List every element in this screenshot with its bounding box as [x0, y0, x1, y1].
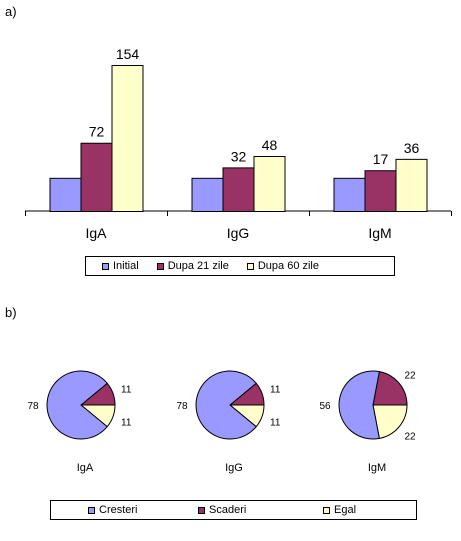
pie-iga-value-cresteri: 78 [27, 401, 39, 412]
pie-igm-value-scaderi: 22 [404, 370, 416, 381]
pie-igm-slice-scaderi [372, 371, 408, 406]
x-tick-label-iga: IgA [85, 225, 107, 241]
data-label-igm-dupa-60-zile: 36 [404, 140, 420, 156]
x-tick-label-igg: IgG [227, 225, 250, 241]
pie-label-igg: IgG [225, 462, 243, 474]
legend-swatch-dupa-21-zile [156, 262, 164, 270]
legend-label-dupa-21-zile: Dupa 21 zile [167, 260, 229, 272]
bar-iga-dupa-60-zile [111, 65, 144, 212]
pie-legend: Cresteri Scaderi Egal [50, 500, 417, 520]
pie-igm-value-cresteri: 56 [319, 401, 331, 412]
bar-igg-dupa-21-zile [222, 167, 255, 213]
pie-igg-value-cresteri: 78 [176, 401, 188, 412]
bar-igm-dupa-60-zile [395, 158, 428, 213]
bar-igg-dupa-60-zile [253, 156, 286, 212]
data-label-iga-dupa-21-zile: 72 [89, 124, 105, 140]
legend-swatch-egal [323, 506, 330, 514]
data-label-igg-dupa-21-zile: 32 [231, 148, 247, 164]
legend-label-initial: Initial [113, 260, 139, 272]
legend-item-egal: Egal [323, 504, 356, 516]
bar-iga-initial [49, 177, 82, 212]
legend-label-cresteri: Cresteri [99, 504, 138, 516]
bar-legend: Initial Dupa 21 zile Dupa 60 zile [85, 256, 395, 276]
pie-igg-value-scaderi: 11 [270, 385, 281, 396]
pie-iga-value-egal: 11 [121, 417, 132, 428]
legend-swatch-cresteri [88, 506, 95, 514]
pie-igm-slice-cresteri [338, 370, 380, 440]
bar-igm-initial [333, 177, 366, 212]
pie-label-igm: IgM [368, 462, 386, 474]
data-label-igg-dupa-60-zile: 48 [262, 137, 278, 153]
data-label-iga-dupa-60-zile: 154 [116, 46, 140, 62]
pie-label-iga: IgA [77, 462, 94, 474]
legend-label-egal: Egal [334, 504, 357, 516]
data-label-igm-dupa-21-zile: 17 [373, 151, 389, 167]
panel-label-b: b) [5, 305, 17, 320]
legend-swatch-initial [102, 262, 109, 270]
pie-igg-slice-cresteri [195, 370, 257, 440]
panel-label-a: a) [5, 4, 17, 19]
pie-igm-slice-egal [372, 404, 408, 439]
x-tick-label-igm: IgM [368, 225, 391, 241]
legend-label-scaderi: Scaderi [209, 504, 247, 516]
legend-swatch-dupa-60-zile [246, 262, 254, 270]
legend-label-dupa-60-zile: Dupa 60 zile [257, 260, 319, 272]
pie-igg-value-egal: 11 [270, 417, 281, 428]
legend-item-cresteri: Cresteri [88, 504, 198, 516]
bar-igg-initial [191, 177, 224, 212]
pie-iga-slice-cresteri [46, 370, 108, 440]
legend-item-initial: Initial [102, 260, 139, 272]
bar-igm-dupa-21-zile [364, 170, 397, 212]
pie-igm-value-egal: 22 [404, 432, 416, 443]
legend-swatch-scaderi [198, 506, 205, 514]
bar-iga-dupa-21-zile [80, 142, 113, 213]
legend-item-dupa-21-zile: Dupa 21 zile [156, 260, 229, 272]
legend-item-scaderi: Scaderi [198, 504, 323, 516]
pie-iga-value-scaderi: 11 [121, 385, 132, 396]
legend-item-dupa-60-zile: Dupa 60 zile [246, 260, 319, 272]
